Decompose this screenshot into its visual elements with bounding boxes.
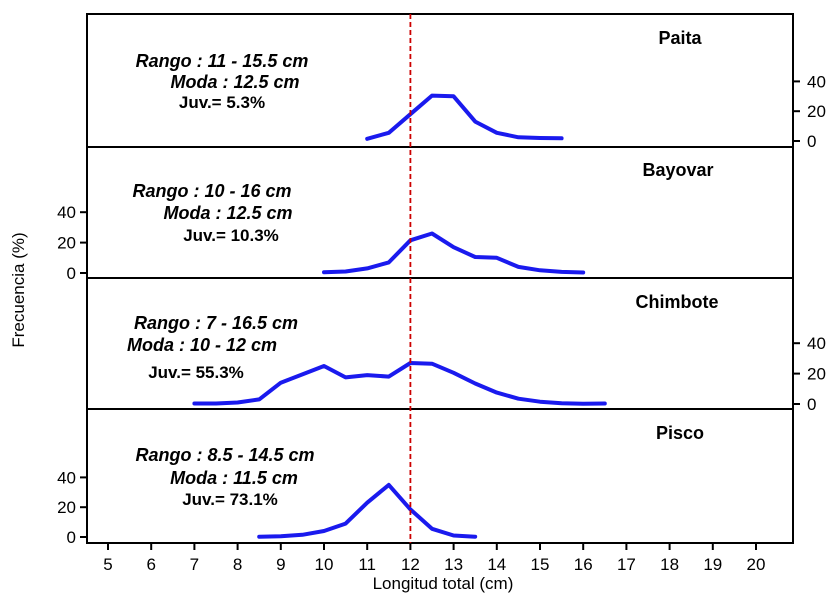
moda-label-chimbote: Moda : 10 - 12 cm <box>127 335 277 355</box>
y-tick-label-pisco: 20 <box>57 498 76 517</box>
y-tick-label-paita: 40 <box>807 72 826 91</box>
x-tick-label: 11 <box>358 555 376 574</box>
x-tick-label: 19 <box>703 555 722 574</box>
x-tick-label: 13 <box>444 555 463 574</box>
location-label-bayovar: Bayovar <box>642 160 713 180</box>
x-tick-label: 20 <box>747 555 766 574</box>
rango-label-pisco: Rango : 8.5 - 14.5 cm <box>135 445 314 465</box>
location-label-chimbote: Chimbote <box>636 292 719 312</box>
moda-label-bayovar: Moda : 12.5 cm <box>163 203 292 223</box>
frequency-line-chimbote <box>192 361 607 406</box>
y-tick-label-pisco: 0 <box>67 528 76 547</box>
juv-label-paita: Juv.= 5.3% <box>179 93 265 112</box>
juv-label-pisco: Juv.= 73.1% <box>182 490 278 509</box>
frequency-line-paita <box>365 93 564 141</box>
x-tick-label: 9 <box>276 555 285 574</box>
x-tick-label: 6 <box>146 555 155 574</box>
frequency-line-bayovar <box>322 231 586 275</box>
rango-label-bayovar: Rango : 10 - 16 cm <box>132 181 291 201</box>
x-tick-label: 7 <box>190 555 199 574</box>
rango-label-chimbote: Rango : 7 - 16.5 cm <box>134 313 298 333</box>
y-tick-label-chimbote: 40 <box>807 334 826 353</box>
location-label-paita: Paita <box>658 28 702 48</box>
x-tick-label: 5 <box>103 555 112 574</box>
x-tick-label: 16 <box>574 555 593 574</box>
panel-frame-pisco <box>86 408 794 544</box>
x-tick-label: 12 <box>401 555 420 574</box>
y-axis-label: Frecuencia (%) <box>9 232 28 347</box>
x-tick-label: 14 <box>487 555 506 574</box>
y-tick-label-paita: 20 <box>807 102 826 121</box>
moda-label-pisco: Moda : 11.5 cm <box>170 468 298 488</box>
y-tick-label-pisco: 40 <box>57 468 76 487</box>
x-tick-label: 8 <box>233 555 242 574</box>
x-axis: 5 6 7 8 9 10 11 12 13 14 15 16 17 18 19 20 <box>103 543 765 574</box>
x-tick-label: 10 <box>315 555 334 574</box>
x-tick-label: 15 <box>531 555 550 574</box>
rango-label-paita: Rango : 11 - 15.5 cm <box>136 51 309 71</box>
moda-label-paita: Moda : 12.5 cm <box>170 72 299 92</box>
x-tick-label: 17 <box>617 555 636 574</box>
y-tick-label-bayovar: 0 <box>67 264 76 283</box>
x-tick-label: 18 <box>660 555 679 574</box>
y-tick-label-paita: 0 <box>807 132 816 151</box>
panel-pisco: 0 20 40 Rango : 8.5 - 14.5 cm Moda : 11.5 cm… <box>57 408 794 547</box>
x-axis-label: Longitud total (cm) <box>373 574 514 593</box>
frequency-line-pisco <box>257 482 478 539</box>
y-tick-label-chimbote: 20 <box>807 365 826 384</box>
y-tick-label-bayovar: 40 <box>57 203 76 222</box>
y-tick-label-bayovar: 20 <box>57 234 76 253</box>
y-tick-label-chimbote: 0 <box>807 395 816 414</box>
juv-label-bayovar: Juv.= 10.3% <box>183 226 279 245</box>
juv-label-chimbote: Juv.= 55.3% <box>148 363 244 382</box>
location-label-pisco: Pisco <box>656 423 704 443</box>
